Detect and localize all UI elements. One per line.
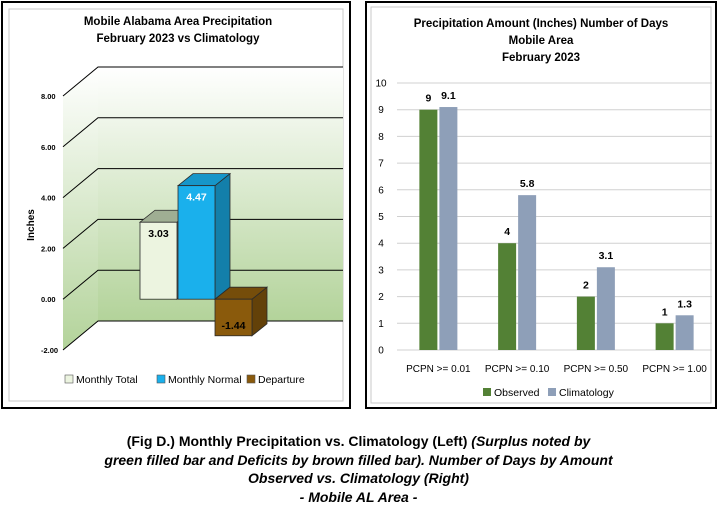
right-chart-title-line-2: Mobile Area bbox=[509, 35, 574, 47]
right-bar bbox=[518, 195, 537, 350]
caption-line-4: - Mobile AL Area - bbox=[299, 488, 418, 505]
right-x-tick-label: PCPN >= 1.00 bbox=[642, 364, 707, 375]
left-chart-title-line-2: February 2023 vs Climatology bbox=[97, 33, 261, 45]
left-data-label: 3.03 bbox=[148, 228, 169, 240]
right-data-label: 9.1 bbox=[441, 90, 456, 102]
left-chart: Mobile Alabama Area Precipitation Februa… bbox=[8, 8, 344, 402]
left-bar bbox=[214, 298, 253, 337]
left-legend-label: Departure bbox=[258, 374, 305, 386]
left-y-tick-label: -2.00 bbox=[41, 346, 58, 355]
right-y-tick-label: 7 bbox=[378, 159, 384, 170]
caption-lead: (Fig D.) Monthly Precipitation vs. Clima… bbox=[126, 433, 468, 449]
right-data-label: 1.3 bbox=[677, 298, 692, 310]
right-x-tick-label: PCPN >= 0.01 bbox=[406, 364, 471, 375]
right-y-tick-label: 0 bbox=[378, 346, 384, 357]
right-y-tick-label: 6 bbox=[378, 185, 384, 196]
right-bar bbox=[655, 323, 674, 350]
right-y-tick-label: 2 bbox=[378, 292, 384, 303]
left-chart-legend: Monthly Total Monthly Normal Departure bbox=[64, 374, 305, 386]
right-y-tick-label: 3 bbox=[378, 265, 384, 276]
right-bar bbox=[419, 109, 438, 350]
left-legend-swatch bbox=[246, 374, 256, 384]
right-y-tick-label: 10 bbox=[375, 79, 387, 90]
left-plot-side-wall bbox=[63, 67, 98, 350]
left-bar bbox=[177, 185, 216, 300]
left-gridline bbox=[62, 320, 343, 351]
right-x-tick-label: PCPN >= 0.10 bbox=[485, 364, 550, 375]
left-y-tick-label: 4.00 bbox=[41, 194, 56, 203]
right-chart-panel: Precipitation Amount (Inches) Number of … bbox=[365, 1, 717, 409]
right-y-tick-label: 5 bbox=[378, 212, 384, 223]
left-legend-swatch bbox=[64, 374, 74, 384]
caption-line-3: Observed vs. Climatology (Right) bbox=[248, 470, 469, 486]
caption-line-1: (Fig D.) Monthly Precipitation vs. Clima… bbox=[0, 432, 717, 451]
right-bar bbox=[498, 243, 517, 350]
right-legend-label: Climatology bbox=[559, 387, 615, 399]
left-legend-swatch bbox=[156, 374, 166, 384]
right-data-label: 3.1 bbox=[599, 250, 614, 262]
left-plot-area: 8.00 6.00 4.00 2.00 0.00 -2.00 3.03 4.47 -1.44 bbox=[41, 66, 343, 355]
right-data-label: 4 bbox=[504, 226, 510, 238]
right-data-label: 9 bbox=[425, 93, 431, 105]
right-legend-swatch bbox=[483, 388, 491, 396]
left-gridline bbox=[62, 218, 343, 249]
right-data-label: 2 bbox=[583, 280, 589, 292]
right-bar bbox=[576, 296, 595, 350]
right-x-tick-label: PCPN >= 0.50 bbox=[564, 364, 629, 375]
left-chart-panel: Mobile Alabama Area Precipitation Februa… bbox=[1, 1, 351, 409]
left-data-label: -1.44 bbox=[222, 320, 246, 332]
left-y-tick-label: 0.00 bbox=[41, 295, 56, 304]
left-y-tick-label: 6.00 bbox=[41, 143, 56, 152]
left-gridline bbox=[62, 168, 343, 198]
left-y-tick-label: 8.00 bbox=[41, 92, 56, 101]
right-legend-swatch bbox=[548, 388, 556, 396]
caption-line-2: green filled bar and Deficits by brown f… bbox=[104, 451, 613, 468]
right-bar bbox=[675, 315, 694, 350]
left-gridline bbox=[62, 117, 343, 148]
figure-caption: (Fig D.) Monthly Precipitation vs. Clima… bbox=[0, 432, 717, 506]
left-y-axis-label: Inches bbox=[26, 209, 37, 241]
caption-lead-italic: (Surplus noted by bbox=[467, 433, 591, 449]
left-bar bbox=[139, 221, 178, 300]
right-bar bbox=[439, 107, 458, 350]
right-y-tick-label: 8 bbox=[378, 132, 384, 143]
left-chart-title-line-1: Mobile Alabama Area Precipitation bbox=[84, 16, 272, 28]
right-bar bbox=[596, 267, 615, 350]
right-chart-legend: Observed Climatology bbox=[483, 387, 615, 399]
right-chart-title-line-1: Precipitation Amount (Inches) Number of … bbox=[414, 18, 669, 30]
right-y-tick-label: 1 bbox=[378, 319, 384, 330]
right-chart: Precipitation Amount (Inches) Number of … bbox=[370, 6, 712, 404]
left-gridline bbox=[62, 269, 343, 300]
right-chart-title-line-3: February 2023 bbox=[502, 52, 580, 64]
left-data-label: 4.47 bbox=[186, 192, 207, 204]
right-y-tick-label: 4 bbox=[378, 239, 384, 250]
left-legend-label: Monthly Total bbox=[76, 374, 138, 386]
left-legend-label: Monthly Normal bbox=[168, 374, 242, 386]
right-y-tick-label: 9 bbox=[378, 105, 384, 116]
left-gridline bbox=[62, 66, 343, 97]
right-data-label: 1 bbox=[662, 306, 668, 318]
left-bar-side bbox=[214, 172, 231, 301]
right-chart-inner-border bbox=[370, 6, 712, 404]
left-y-tick-label: 2.00 bbox=[41, 244, 56, 253]
right-data-label: 5.8 bbox=[520, 178, 535, 190]
right-legend-label: Observed bbox=[494, 387, 540, 399]
